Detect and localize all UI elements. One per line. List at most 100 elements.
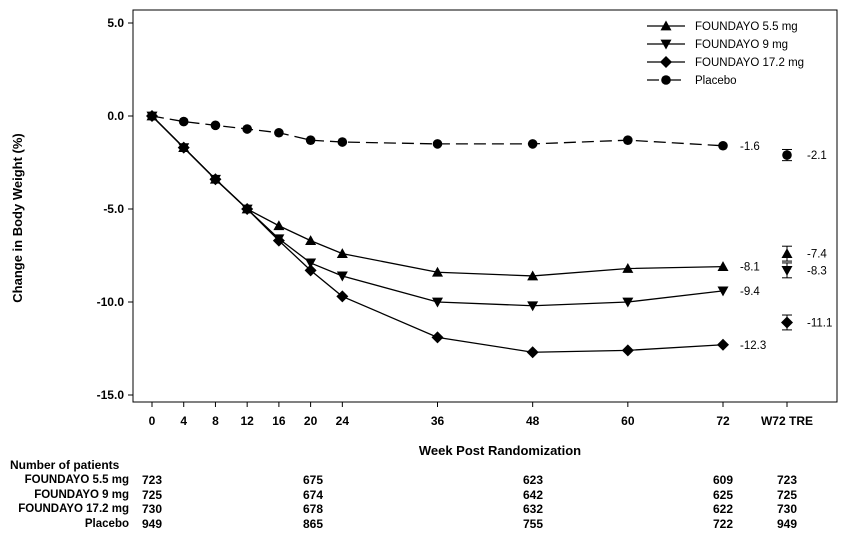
tre-point (781, 316, 793, 329)
data-point (337, 137, 348, 147)
data-point (177, 141, 190, 154)
patients-row-label: FOUNDAYO 5.5 mg (24, 474, 129, 486)
patients-count: 723 (776, 473, 798, 487)
patients-row-label: Placebo (84, 517, 129, 530)
patients-count: 678 (302, 502, 324, 516)
patients-count: 642 (522, 487, 544, 502)
end-value-label: -12.3 (740, 340, 766, 352)
data-point (526, 346, 539, 359)
data-point (147, 111, 157, 121)
data-point (622, 263, 634, 273)
x-tick-label: 20 (304, 414, 318, 428)
data-point (717, 338, 729, 351)
x-tick-label: 60 (621, 414, 635, 428)
x-tick-label: 4 (180, 414, 187, 428)
legend-marker (660, 20, 672, 31)
data-point (527, 139, 538, 149)
data-point (718, 140, 728, 151)
x-tick-label: 48 (526, 414, 540, 428)
patients-count: 722 (712, 516, 734, 531)
data-point (623, 135, 633, 145)
data-point (178, 116, 189, 127)
data-point (432, 266, 443, 277)
data-point (432, 139, 443, 149)
y-tick-label: -5.0 (103, 202, 124, 216)
data-point (210, 120, 221, 131)
legend-marker (660, 56, 672, 68)
x-tick-label: 72 (716, 414, 730, 428)
tre-value-label: -11.1 (807, 317, 832, 329)
x-tick-label: 12 (240, 414, 254, 428)
data-point (242, 124, 252, 134)
data-point (305, 235, 317, 246)
data-point (274, 127, 284, 138)
patients-count: 675 (302, 473, 324, 487)
data-point (209, 173, 222, 186)
end-value-label: -8.1 (740, 262, 760, 274)
patients-count: 730 (141, 502, 163, 516)
patients-count: 949 (141, 516, 163, 531)
tre-point (781, 265, 793, 276)
y-tick-label: -15.0 (97, 388, 125, 402)
patients-count: 632 (522, 502, 544, 516)
legend-marker (661, 75, 671, 85)
tre-point (781, 248, 793, 259)
patients-count: 755 (522, 516, 544, 531)
patients-count: 949 (776, 516, 798, 531)
x-tick-label: 24 (336, 414, 350, 428)
end-value-label: -1.6 (740, 141, 760, 153)
patients-row-label: FOUNDAYO 17.2 mg (18, 503, 129, 515)
legend-label: FOUNDAYO 5.5 mg (695, 21, 798, 33)
legend-label: FOUNDAYO 17.2 mg (695, 57, 804, 69)
patients-count: 622 (712, 502, 734, 516)
y-tick-label: 5.0 (107, 16, 124, 30)
data-point (304, 264, 317, 277)
series-line (151, 115, 724, 147)
data-point (527, 301, 539, 312)
data-point (527, 270, 539, 281)
legend-label: Placebo (695, 75, 737, 87)
x-tick-label: 36 (431, 414, 445, 428)
data-point (431, 331, 444, 344)
tre-value-label: -7.4 (807, 249, 827, 261)
data-point (272, 234, 285, 247)
data-point (622, 297, 634, 308)
patients-count: 723 (141, 473, 163, 487)
data-point (432, 297, 443, 308)
data-point (717, 286, 729, 297)
data-point (717, 261, 729, 272)
x-tick-label-tre: W72 TRE (761, 414, 813, 428)
patients-count: 725 (776, 487, 798, 502)
tre-value-label: -2.1 (807, 150, 827, 162)
y-axis-title: Change in Body Weight (%) (10, 133, 25, 302)
plot-frame (132, 9, 838, 403)
data-point (305, 258, 317, 269)
y-tick-label: 0.0 (107, 109, 124, 123)
series-line (151, 115, 724, 353)
legend-label: FOUNDAYO 9 mg (695, 39, 788, 51)
patients-count: 609 (712, 473, 734, 487)
data-point (336, 290, 349, 303)
legend-marker (660, 39, 672, 50)
tre-value-label: -8.3 (807, 265, 827, 277)
end-value-label: -9.4 (740, 286, 760, 298)
patients-count: 725 (141, 487, 163, 502)
patients-row-label: FOUNDAYO 9 mg (34, 488, 129, 501)
patients-count: 674 (302, 487, 324, 502)
y-tick-label: -10.0 (97, 295, 125, 309)
patients-count: 623 (522, 473, 544, 487)
data-point (336, 248, 348, 259)
patients-count: 865 (302, 516, 324, 531)
x-tick-label: 0 (149, 414, 156, 428)
x-axis-title: Week Post Randomization (419, 443, 581, 458)
data-point (273, 220, 285, 231)
data-point (305, 135, 316, 145)
data-point (336, 271, 348, 282)
tre-point (782, 150, 792, 160)
data-point (241, 203, 254, 215)
patients-title: Number of patients (10, 458, 120, 472)
patients-count: 625 (712, 487, 734, 502)
patients-count: 730 (776, 502, 798, 516)
x-tick-label: 8 (212, 414, 219, 428)
